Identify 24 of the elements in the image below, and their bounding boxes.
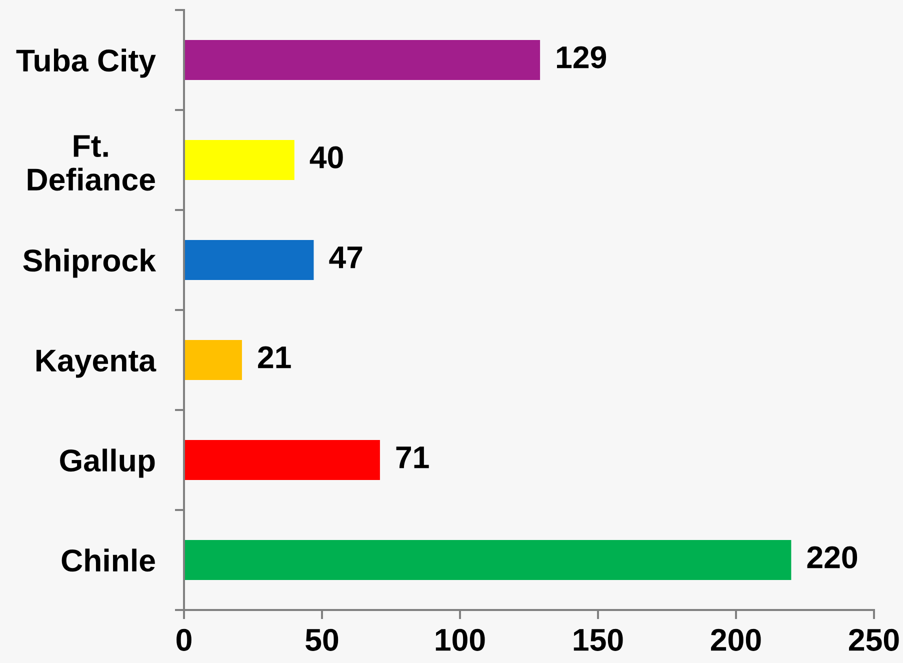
x-tick-label: 250 <box>849 628 899 651</box>
bar <box>184 140 294 180</box>
y-tick-label: Tuba City <box>16 48 156 78</box>
data-label: 40 <box>310 146 343 168</box>
bar <box>184 540 792 580</box>
data-label: 220 <box>807 546 858 568</box>
bar <box>184 40 540 80</box>
x-tick-label: 150 <box>574 628 623 651</box>
y-tick-label: Shiprock <box>23 248 156 278</box>
y-tick-label: Chinle <box>62 548 155 572</box>
bar <box>184 340 242 380</box>
data-label: 47 <box>329 246 362 268</box>
bar <box>184 440 380 480</box>
x-tick-label: 200 <box>711 628 761 651</box>
x-tick-label: 100 <box>436 628 485 651</box>
x-tick-label: 0 <box>176 628 192 651</box>
data-label: 21 <box>258 346 291 368</box>
x-tick-label: 50 <box>306 628 338 651</box>
data-label: 71 <box>396 446 429 468</box>
y-tick-label: Ft. Defiance <box>28 135 155 191</box>
data-label: 129 <box>557 46 606 68</box>
bar <box>184 240 314 280</box>
y-tick-label: Kayenta <box>36 350 156 378</box>
y-tick-label: Gallup <box>60 448 155 478</box>
